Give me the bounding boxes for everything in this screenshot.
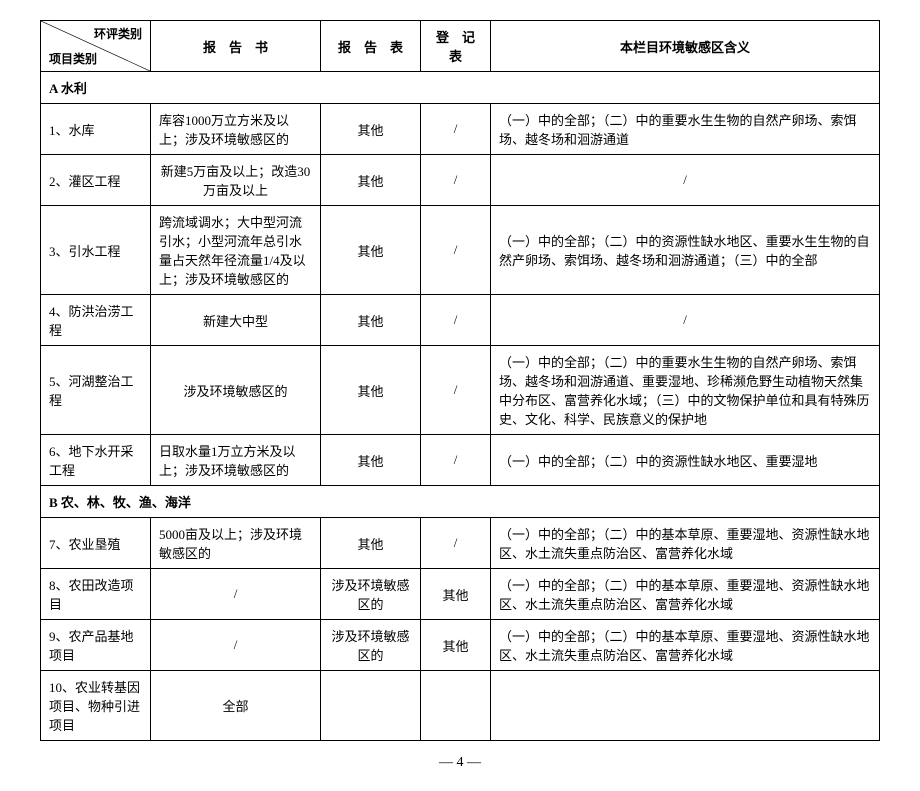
- c2: 其他: [321, 435, 421, 486]
- c3: 其他: [421, 620, 491, 671]
- cat: 7、农业垦殖: [41, 518, 151, 569]
- c3: 其他: [421, 569, 491, 620]
- c3: /: [421, 155, 491, 206]
- c3: /: [421, 346, 491, 435]
- c1: 日取水量1万立方米及以上；涉及环境敏感区的: [151, 435, 321, 486]
- table-row: 1、水库 库容1000万立方米及以上；涉及环境敏感区的 其他 / （一）中的全部…: [41, 104, 880, 155]
- cat: 10、农业转基因项目、物种引进项目: [41, 671, 151, 741]
- c2: [321, 671, 421, 741]
- section-a: A 水利: [41, 72, 880, 104]
- cat: 6、地下水开采工程: [41, 435, 151, 486]
- desc: （一）中的全部；（二）中的基本草原、重要湿地、资源性缺水地区、水土流失重点防治区…: [491, 569, 880, 620]
- col-report-form: 报 告 表: [321, 21, 421, 72]
- desc: （一）中的全部；（二）中的资源性缺水地区、重要水生生物的自然产卵场、索饵场、越冬…: [491, 206, 880, 295]
- table-row: 9、农产品基地项目 / 涉及环境敏感区的 其他 （一）中的全部；（二）中的基本草…: [41, 620, 880, 671]
- table-row: 3、引水工程 跨流域调水；大中型河流引水；小型河流年总引水量占天然年径流量1/4…: [41, 206, 880, 295]
- c2: 涉及环境敏感区的: [321, 620, 421, 671]
- cat: 8、农田改造项目: [41, 569, 151, 620]
- table-row: 8、农田改造项目 / 涉及环境敏感区的 其他 （一）中的全部；（二）中的基本草原…: [41, 569, 880, 620]
- cat: 2、灌区工程: [41, 155, 151, 206]
- c1: 5000亩及以上；涉及环境敏感区的: [151, 518, 321, 569]
- table-row: 4、防洪治涝工程 新建大中型 其他 / /: [41, 295, 880, 346]
- desc: （一）中的全部；（二）中的基本草原、重要湿地、资源性缺水地区、水土流失重点防治区…: [491, 518, 880, 569]
- c2: 其他: [321, 104, 421, 155]
- c1: /: [151, 620, 321, 671]
- diagonal-header: 环评类别 项目类别: [41, 21, 151, 72]
- c3: /: [421, 295, 491, 346]
- cat: 1、水库: [41, 104, 151, 155]
- c1: 新建5万亩及以上；改造30万亩及以上: [151, 155, 321, 206]
- header-row: 环评类别 项目类别 报 告 书 报 告 表 登 记 表 本栏目环境敏感区含义: [41, 21, 880, 72]
- desc: （一）中的全部；（二）中的重要水生生物的自然产卵场、索饵场、越冬场和洄游通道: [491, 104, 880, 155]
- c2: 其他: [321, 346, 421, 435]
- col-register-form: 登 记 表: [421, 21, 491, 72]
- c2: 其他: [321, 295, 421, 346]
- c3: /: [421, 104, 491, 155]
- table-row: 2、灌区工程 新建5万亩及以上；改造30万亩及以上 其他 / /: [41, 155, 880, 206]
- c1: 库容1000万立方米及以上；涉及环境敏感区的: [151, 104, 321, 155]
- c3: /: [421, 206, 491, 295]
- c3: /: [421, 435, 491, 486]
- desc: （一）中的全部；（二）中的基本草原、重要湿地、资源性缺水地区、水土流失重点防治区…: [491, 620, 880, 671]
- section-a-label: A 水利: [41, 72, 880, 104]
- table-row: 7、农业垦殖 5000亩及以上；涉及环境敏感区的 其他 / （一）中的全部；（二…: [41, 518, 880, 569]
- c1: 新建大中型: [151, 295, 321, 346]
- header-bottom-label: 项目类别: [49, 50, 97, 67]
- desc: /: [491, 295, 880, 346]
- table-row: 10、农业转基因项目、物种引进项目 全部: [41, 671, 880, 741]
- table-row: 5、河湖整治工程 涉及环境敏感区的 其他 / （一）中的全部；（二）中的重要水生…: [41, 346, 880, 435]
- table-row: 6、地下水开采工程 日取水量1万立方米及以上；涉及环境敏感区的 其他 / （一）…: [41, 435, 880, 486]
- cat: 5、河湖整治工程: [41, 346, 151, 435]
- c1: 跨流域调水；大中型河流引水；小型河流年总引水量占天然年径流量1/4及以上；涉及环…: [151, 206, 321, 295]
- c2: 其他: [321, 206, 421, 295]
- classification-table: 环评类别 项目类别 报 告 书 报 告 表 登 记 表 本栏目环境敏感区含义 A…: [40, 20, 880, 741]
- c1: /: [151, 569, 321, 620]
- cat: 9、农产品基地项目: [41, 620, 151, 671]
- section-b: B 农、林、牧、渔、海洋: [41, 486, 880, 518]
- page-number: — 4 —: [40, 755, 880, 771]
- header-top-label: 环评类别: [94, 25, 142, 42]
- col-report-book: 报 告 书: [151, 21, 321, 72]
- col-description: 本栏目环境敏感区含义: [491, 21, 880, 72]
- desc: [491, 671, 880, 741]
- cat: 3、引水工程: [41, 206, 151, 295]
- c3: [421, 671, 491, 741]
- cat: 4、防洪治涝工程: [41, 295, 151, 346]
- desc: （一）中的全部；（二）中的资源性缺水地区、重要湿地: [491, 435, 880, 486]
- section-b-label: B 农、林、牧、渔、海洋: [41, 486, 880, 518]
- desc: /: [491, 155, 880, 206]
- c2: 其他: [321, 155, 421, 206]
- c1: 全部: [151, 671, 321, 741]
- c2: 其他: [321, 518, 421, 569]
- c1: 涉及环境敏感区的: [151, 346, 321, 435]
- c3: /: [421, 518, 491, 569]
- c2: 涉及环境敏感区的: [321, 569, 421, 620]
- desc: （一）中的全部；（二）中的重要水生生物的自然产卵场、索饵场、越冬场和洄游通道、重…: [491, 346, 880, 435]
